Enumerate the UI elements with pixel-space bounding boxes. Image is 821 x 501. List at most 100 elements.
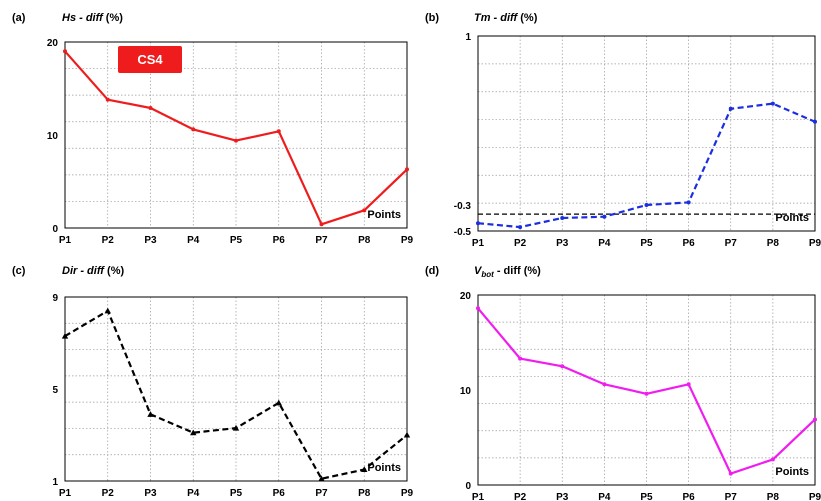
y-tick-label: 9 <box>52 293 58 304</box>
data-point <box>148 106 153 111</box>
data-point <box>405 167 409 172</box>
x-tick-label: P7 <box>315 488 328 499</box>
data-point <box>275 399 282 406</box>
plot-frame <box>64 296 408 482</box>
x-tick-label: P8 <box>358 488 371 499</box>
panel-letter: (a) <box>12 12 26 24</box>
x-tick-label: P8 <box>767 238 780 249</box>
data-point <box>190 429 197 436</box>
data-point <box>728 106 733 111</box>
data-point <box>63 49 67 54</box>
x-tick-label: P9 <box>809 238 821 249</box>
data-point <box>319 222 324 227</box>
x-tick-label: P6 <box>683 238 696 249</box>
chart-panel-b: (b) Tm - diff (%) P1 P2 P3 P4 P5 P6 P7 P8 P9 -0.5 -0… <box>425 12 821 249</box>
x-tick-label: P8 <box>767 492 780 501</box>
data-point <box>105 97 110 102</box>
x-tick-label: P1 <box>59 488 72 499</box>
data-point <box>770 457 775 462</box>
x-tick-label: P5 <box>640 492 653 501</box>
y-tick-label: 5 <box>52 385 58 396</box>
x-tick-label: P6 <box>683 492 696 501</box>
y-tick-label: 10 <box>460 386 472 397</box>
panel-title: Hs - diff (%) <box>62 12 123 24</box>
x-tick-label: P5 <box>230 488 243 499</box>
y-tick-label: 1 <box>465 32 471 43</box>
data-point <box>644 203 649 207</box>
plot-frame <box>64 41 408 229</box>
x-tick-label: P2 <box>102 235 115 246</box>
data-point <box>813 417 817 422</box>
x-tick-label: P5 <box>230 235 243 246</box>
x-tick-label: P1 <box>472 238 485 249</box>
y-tick-label: -0.3 <box>454 201 472 212</box>
x-tick-label: P2 <box>514 492 527 501</box>
data-point <box>602 214 607 219</box>
plot-frame <box>477 35 816 232</box>
data-point <box>147 411 154 417</box>
chart-panel-d: (d) Vbot - diff (%) P1 P2 P3 P4 P5 P6 P7 P8 P9 0 10 2… <box>425 265 821 501</box>
panel-letter: (c) <box>12 265 26 277</box>
x-tick-label: P4 <box>187 488 200 499</box>
case-badge-label: CS4 <box>137 52 163 67</box>
x-tick-label: P3 <box>556 238 569 249</box>
data-point <box>686 382 691 387</box>
panel-title: Tm - diff (%) <box>474 12 538 24</box>
x-tick-label: P5 <box>640 238 653 249</box>
data-point <box>234 138 238 143</box>
plot-frame <box>477 294 816 486</box>
data-point <box>644 391 649 396</box>
y-tick-label: 1 <box>52 477 58 488</box>
x-tick-label: P9 <box>401 235 414 246</box>
data-point <box>560 364 565 369</box>
y-tick-label: 20 <box>460 291 472 302</box>
x-axis-label: Points <box>775 466 809 478</box>
data-point <box>232 424 240 431</box>
data-point <box>61 332 69 339</box>
x-tick-label: P2 <box>102 488 115 499</box>
panel-letter: (b) <box>425 12 439 24</box>
data-point <box>403 431 411 438</box>
y-tick-label: 10 <box>47 131 59 142</box>
data-point <box>560 216 565 220</box>
x-axis-label: Points <box>775 212 809 224</box>
data-point <box>518 225 523 230</box>
x-tick-label: P7 <box>725 492 738 501</box>
x-tick-label: P3 <box>144 488 157 499</box>
x-tick-label: P3 <box>556 492 569 501</box>
x-tick-label: P4 <box>598 238 611 249</box>
x-tick-label: P1 <box>59 235 72 246</box>
data-point <box>191 127 196 132</box>
data-point <box>476 221 480 226</box>
data-point <box>318 475 325 482</box>
x-tick-label: P7 <box>315 235 328 246</box>
x-tick-label: P9 <box>809 492 821 501</box>
data-point <box>104 307 111 314</box>
data-point <box>813 119 817 124</box>
x-tick-label: P2 <box>514 238 527 249</box>
y-tick-label: -0.5 <box>454 227 472 238</box>
chart-panel-c: (c) Dir - diff (%) P1 P2 P3 P4 P5 P6 P7 P8 P9 1 5 9 Po… <box>12 265 414 499</box>
y-tick-label: 20 <box>47 38 59 49</box>
data-point <box>728 471 733 476</box>
case-badge <box>118 46 182 73</box>
x-tick-label: P6 <box>273 235 286 246</box>
data-point <box>686 200 691 205</box>
x-tick-label: P3 <box>144 235 157 246</box>
x-tick-label: P4 <box>187 235 200 246</box>
panel-title: Dir - diff (%) <box>62 265 124 277</box>
x-tick-label: P9 <box>401 488 414 499</box>
panel-title: Vbot - diff (%) <box>474 265 541 279</box>
data-point <box>476 306 480 311</box>
panel-letter: (d) <box>425 265 439 277</box>
data-point <box>276 129 281 134</box>
data-point <box>602 382 607 387</box>
x-axis-label: Points <box>367 462 401 474</box>
chart-panel-a: (a) Hs - diff (%) P1 P2 P3 P4 P5 P6 P7 P8 P9 0 10 20 P… <box>12 12 414 246</box>
x-axis-label: Points <box>367 209 401 221</box>
x-tick-label: P1 <box>472 492 485 501</box>
data-point <box>362 208 367 213</box>
y-tick-label: 0 <box>52 224 58 235</box>
data-point <box>770 101 775 106</box>
